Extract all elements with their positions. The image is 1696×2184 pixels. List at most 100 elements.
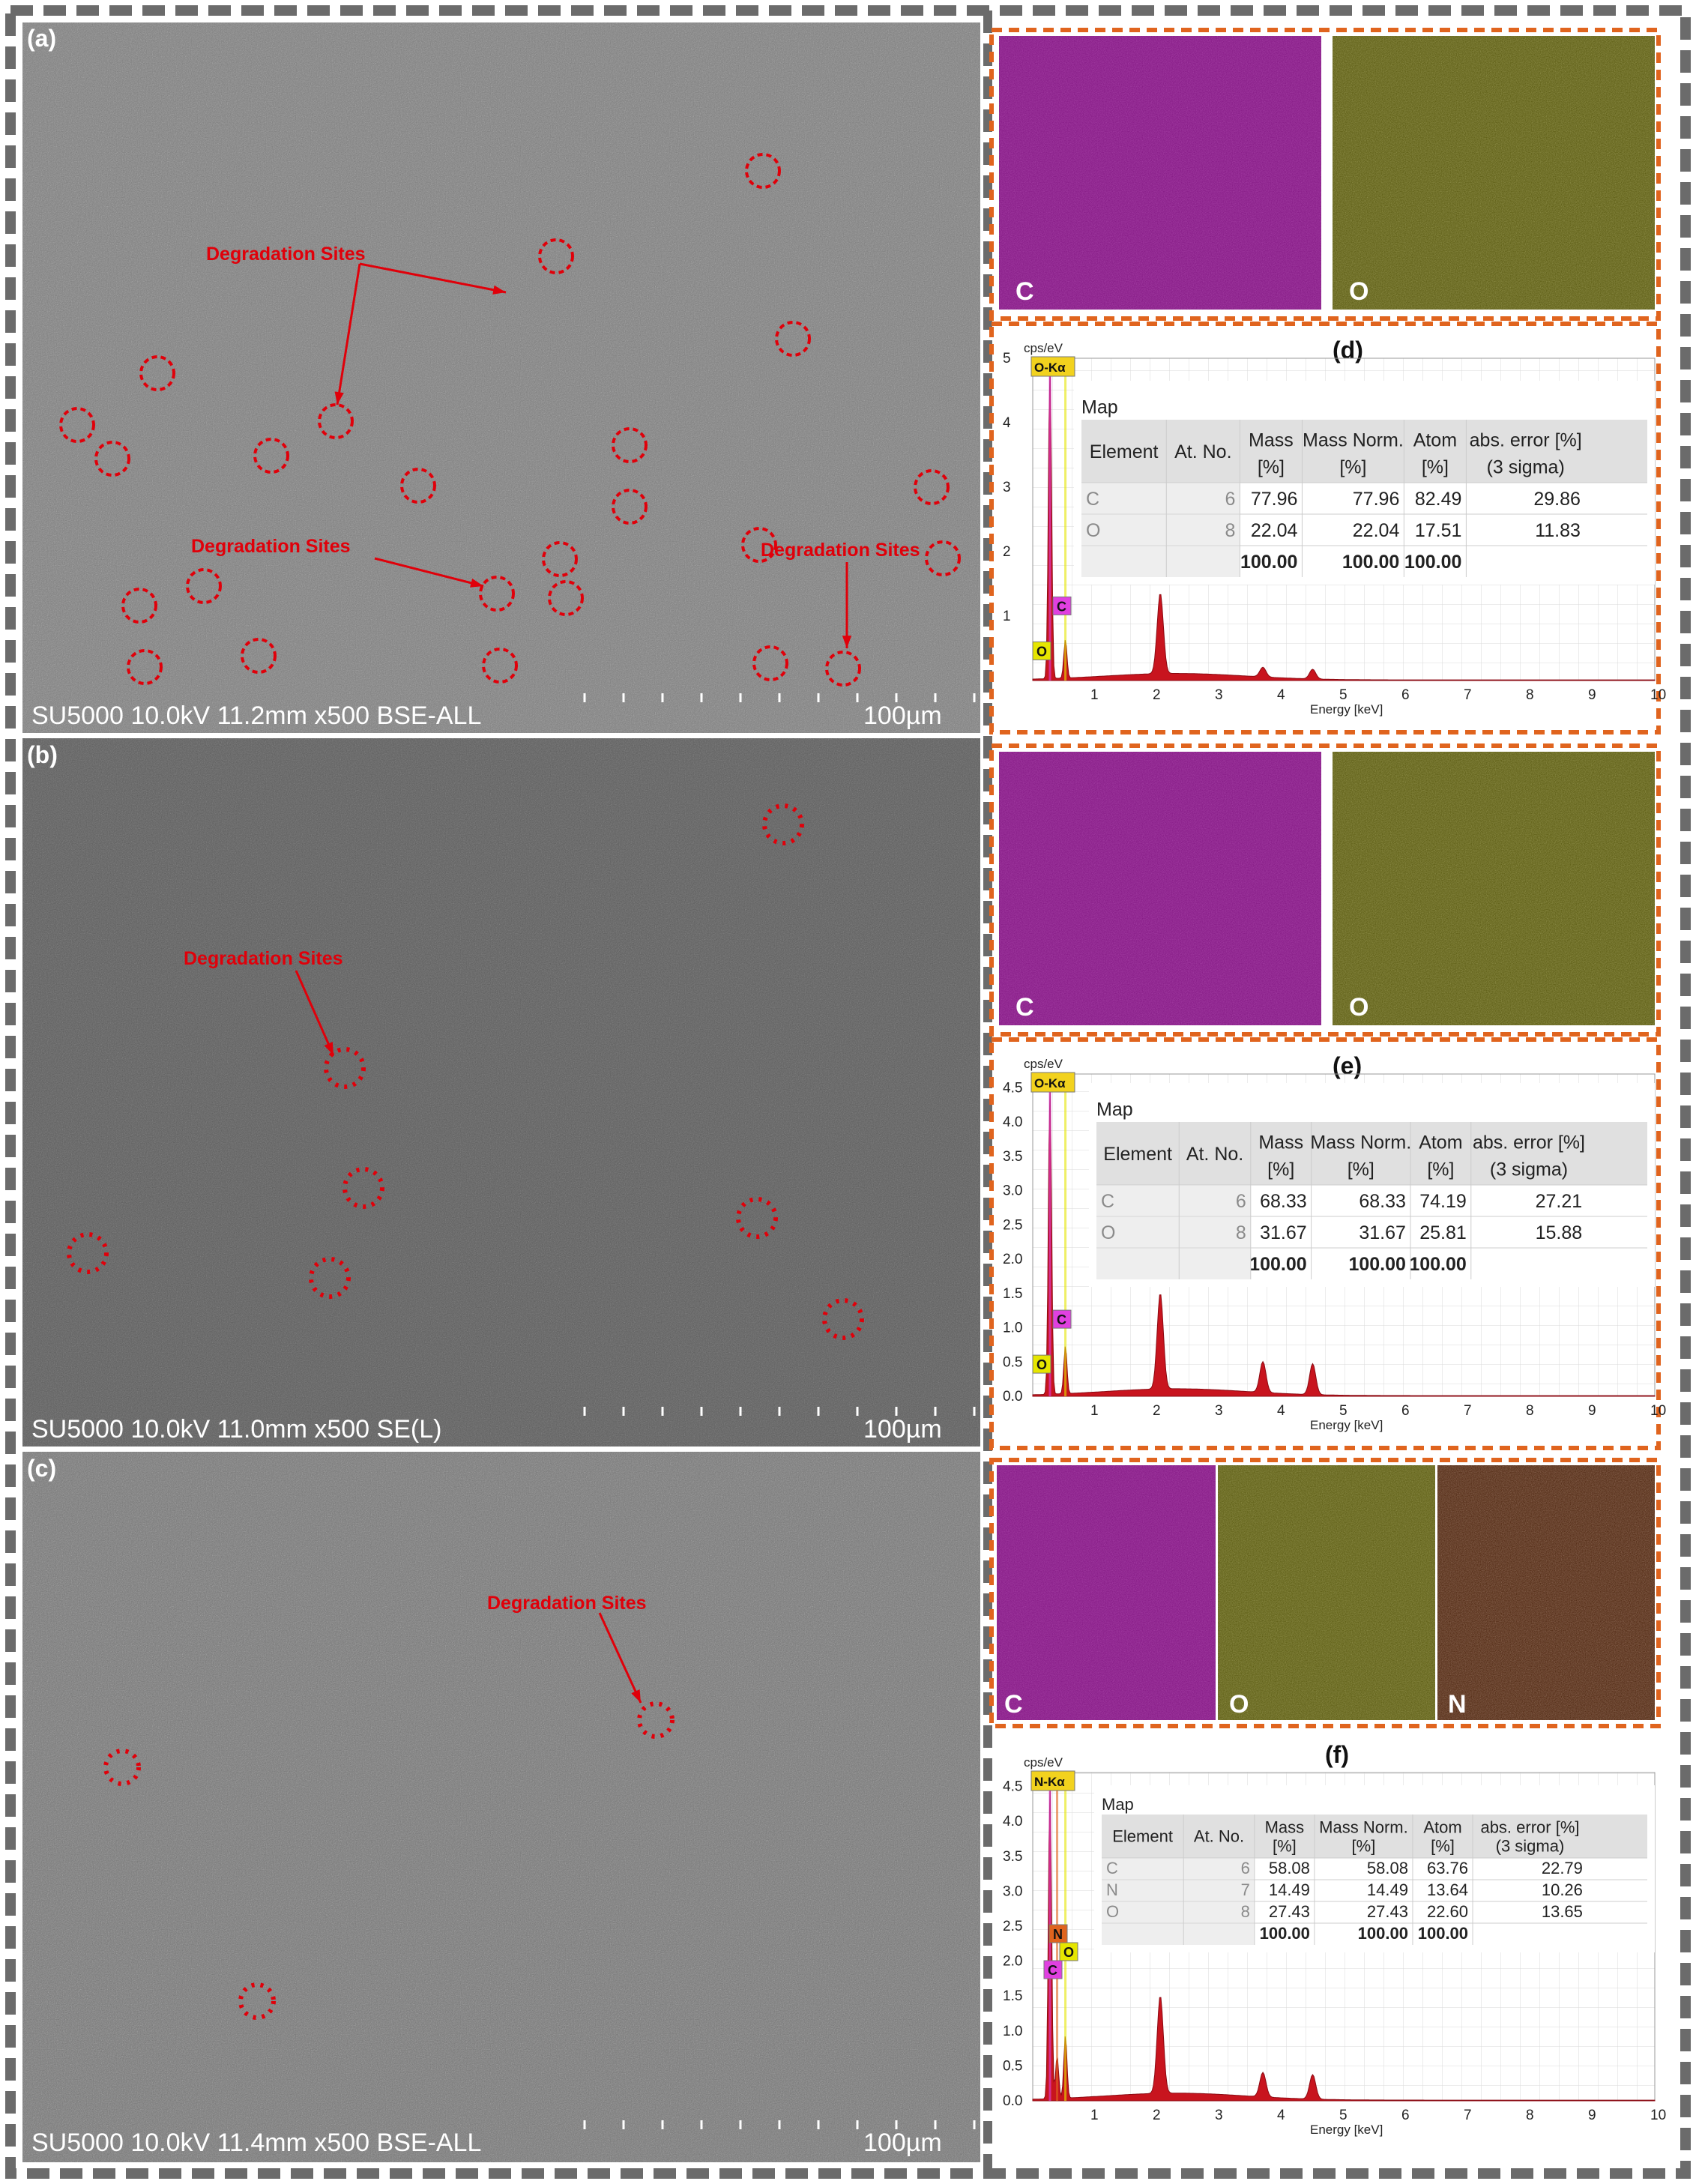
table-cell: 15.88 (1536, 1222, 1583, 1243)
y-tick-label: 4.0 (1003, 1814, 1022, 1829)
marker-box (1030, 1770, 1075, 1791)
annotation-label-a3: Degradation Sites (761, 540, 920, 561)
panel-letter-c: (c) (27, 1455, 56, 1482)
table-header: [%] (1422, 456, 1449, 477)
marker-label: O-Kα (1034, 1076, 1066, 1091)
table-header: [%] (1431, 1836, 1455, 1855)
annotation-label-a2: Degradation Sites (191, 536, 351, 557)
circle-b-5 (736, 1197, 778, 1239)
y-tick-label: 3.0 (1003, 1883, 1022, 1899)
map-label-f-n: N (1448, 1690, 1467, 1719)
map-frame-e (989, 743, 1661, 1037)
marker-label: C (1057, 1312, 1066, 1327)
spectrum-frame-d (989, 322, 1661, 734)
table-cell: 100.00 (1342, 552, 1399, 573)
table-header: Atom (1413, 429, 1457, 450)
table-header: Element (1112, 1827, 1173, 1846)
table-header: Element (1090, 441, 1159, 462)
table-cell: 68.33 (1359, 1191, 1406, 1212)
circle-a-4 (59, 407, 95, 443)
eds-map-f-carbon: C (997, 1465, 1216, 1720)
x-tick-label: 2 (1153, 687, 1161, 703)
y-tick-label: 3.5 (1003, 1149, 1022, 1165)
x-tick-label: 9 (1588, 1403, 1596, 1419)
table-cell: 22.60 (1427, 1902, 1468, 1921)
arrow-b1 (295, 970, 335, 1056)
scale-ticks-b (583, 1407, 976, 1416)
table-cell: 82.49 (1415, 489, 1462, 510)
marker-box (1032, 641, 1051, 660)
circle-b-6 (822, 1298, 864, 1340)
annotation-label-c1: Degradation Sites (487, 1593, 647, 1614)
table-header: (3 sigma) (1490, 1159, 1568, 1180)
table-cell: 17.51 (1415, 520, 1462, 541)
table-header: [%] (1348, 1159, 1374, 1180)
eds-map-f-nitrogen: N (1437, 1465, 1655, 1720)
arrow-a4-head (842, 636, 852, 648)
y-tick-label: 2.0 (1003, 1954, 1022, 1970)
x-tick-label: 10 (1650, 687, 1666, 703)
y-tick-label: 2.5 (1003, 1919, 1022, 1934)
marker-box (1052, 1309, 1072, 1329)
map-frame-d (989, 28, 1661, 321)
eds-map-f-oxygen: O (1218, 1465, 1435, 1720)
scale-label-c: 100µm (863, 2129, 942, 2157)
x-tick-label: 2 (1153, 1403, 1161, 1419)
table-cell: 100.00 (1260, 1924, 1310, 1943)
table-header: abs. error [%] (1473, 1132, 1585, 1153)
degradation-circles-a (59, 153, 961, 687)
table-header: Mass Norm. (1319, 1818, 1408, 1836)
x-tick-label: 9 (1588, 2108, 1596, 2123)
x-tick-label: 1 (1090, 1403, 1099, 1419)
annotation-label-b1: Degradation Sites (184, 948, 343, 969)
eds-map-e-carbon: C (999, 752, 1321, 1025)
arrow-a3-head (470, 578, 483, 588)
circle-a-16 (479, 576, 515, 612)
circle-a-6 (253, 438, 289, 474)
table-header: Atom (1419, 1132, 1462, 1153)
map-label-d-c: C (1016, 277, 1034, 306)
table-cell: 77.96 (1353, 489, 1400, 510)
x-tick-label: 6 (1401, 2108, 1410, 2123)
table-cell: 27.21 (1536, 1191, 1583, 1212)
marker-label: O (1036, 1357, 1047, 1372)
circle-a-8 (400, 468, 436, 504)
arrow-a1 (359, 262, 507, 294)
arrow-b1-head (324, 1042, 334, 1055)
x-tick-label: 6 (1401, 1403, 1410, 1419)
x-tick-label: 3 (1215, 687, 1223, 703)
table-header: At. No. (1194, 1827, 1244, 1846)
circle-a-23 (825, 651, 861, 687)
map-label-f-c: C (1004, 1690, 1023, 1719)
circle-a-7 (318, 403, 354, 439)
table-label-shade (1096, 1185, 1251, 1279)
y-axis-label: cps/eV (1024, 341, 1063, 355)
table-cell: 100.00 (1404, 552, 1461, 573)
circle-a-11 (914, 469, 950, 505)
y-tick-label: 3 (1003, 480, 1011, 495)
x-tick-label: 5 (1339, 1403, 1348, 1419)
table-cell: 100.00 (1418, 1924, 1468, 1943)
y-tick-label: 0.5 (1003, 2058, 1022, 2074)
arrow-c1 (598, 1612, 642, 1704)
x-tick-label: 4 (1277, 687, 1285, 703)
table-cell: 22.04 (1251, 520, 1298, 541)
marker-label: O (1063, 1945, 1074, 1960)
eds-spectrum-f: cps/eV Energy [keV] 1 2 3 4 5 6 7 8 9 10 0.0 0.5 1.0 1.… (1003, 1755, 1666, 2137)
outer-frame (5, 5, 1691, 2179)
table-cell: 27.43 (1367, 1902, 1408, 1921)
x-tick-label: 9 (1588, 687, 1596, 703)
x-tick-label: 4 (1277, 2108, 1285, 2123)
y-axis-label: cps/eV (1024, 1755, 1063, 1770)
table-label-shade (1102, 1858, 1255, 1945)
circle-c-2 (238, 1982, 276, 2020)
y-tick-label: 4.5 (1003, 1080, 1022, 1096)
map-frame-f (989, 1458, 1661, 1728)
table-header: abs. error [%] (1470, 429, 1582, 450)
table-cell: 68.33 (1260, 1191, 1307, 1212)
marker-box (1030, 356, 1075, 377)
table-header: [%] (1273, 1836, 1297, 1855)
table-cell: 31.67 (1260, 1222, 1307, 1243)
table-cell: 100.00 (1348, 1254, 1405, 1275)
